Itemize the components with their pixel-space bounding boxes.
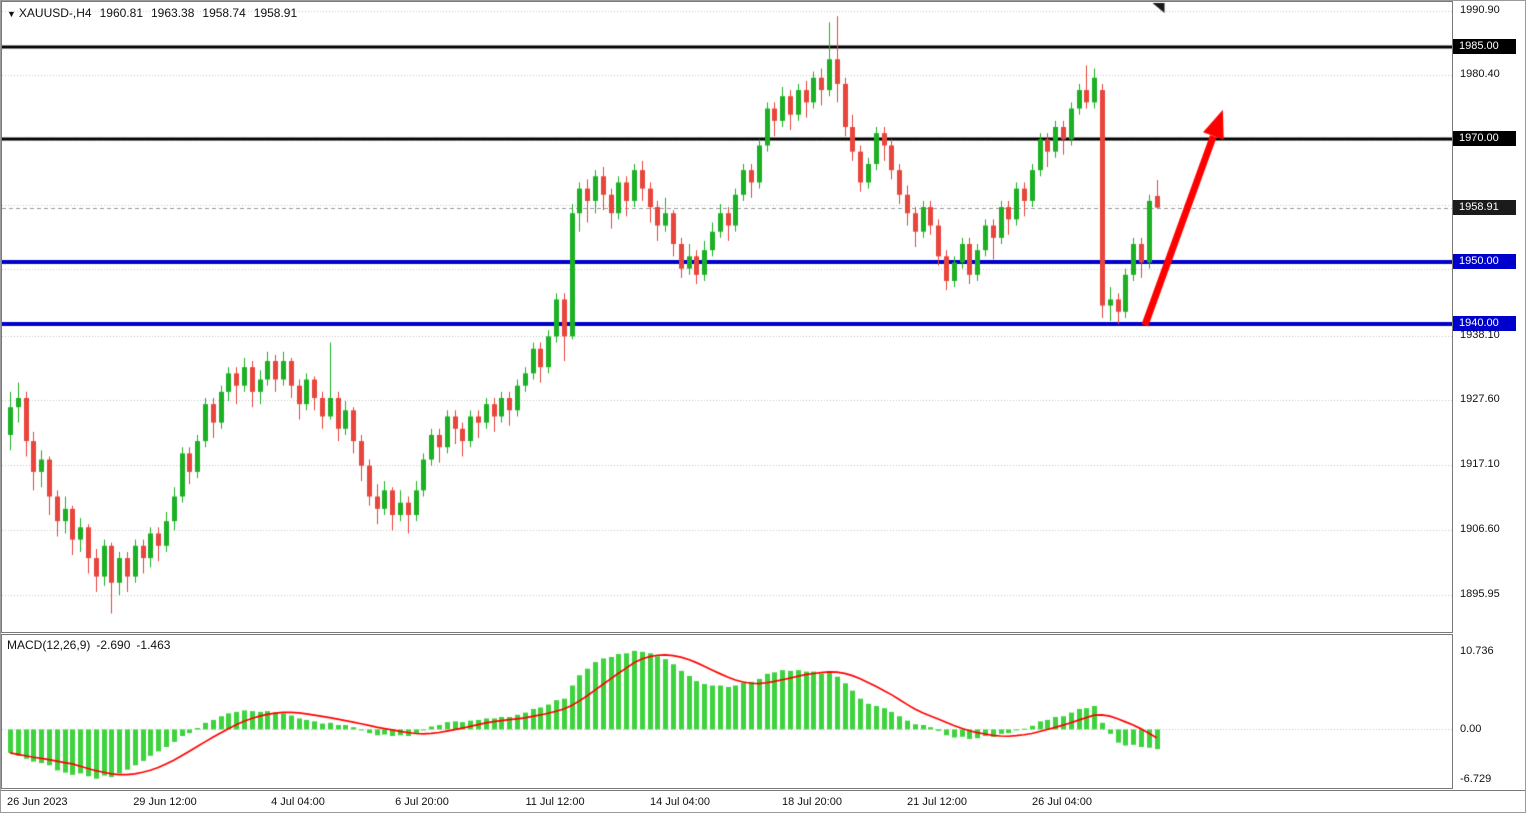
hline-price-label: 1970.00 [1453, 131, 1516, 146]
symbol-period-label: XAUUSD-,H4 [18, 6, 92, 20]
time-axis-label: 11 Jul 12:00 [525, 796, 585, 808]
ohlc-open-value: 1960.81 [99, 6, 143, 20]
ohlc-header: ▼ XAUUSD-,H4 1960.81 1963.38 1958.74 1958.91 [7, 6, 297, 20]
current-price-label: 1958.91 [1453, 200, 1516, 215]
price-scale-label: 1917.10 [1460, 458, 1500, 470]
price-scale-label: 1980.40 [1460, 68, 1500, 80]
ohlc-high-value: 1963.38 [151, 6, 195, 20]
macd-signal-value: -1.463 [136, 638, 171, 652]
time-axis-label: 18 Jul 20:00 [782, 796, 842, 808]
macd-header: MACD(12,26,9) -2.690 -1.463 [7, 638, 170, 652]
macd-scale-label: -6.729 [1460, 773, 1492, 785]
macd-main-value: -2.690 [96, 638, 131, 652]
price-scale[interactable]: 1990.90 1985.00 1980.40 1970.00 1958.91 1950.… [1453, 1, 1525, 633]
time-axis-label: 4 Jul 04:00 [271, 796, 325, 808]
macd-indicator-panel: MACD(12,26,9) -2.690 -1.463 [1, 634, 1453, 789]
macd-scale-label: 0.00 [1460, 723, 1482, 735]
price-scale-label: 1906.60 [1460, 523, 1500, 535]
price-scale-label: 1895.95 [1460, 588, 1500, 600]
time-axis[interactable]: 26 Jun 2023 29 Jun 12:00 4 Jul 04:00 6 Jul … [1, 790, 1525, 812]
price-scale-label: 1927.60 [1460, 393, 1500, 405]
hline-price-label: 1950.00 [1453, 254, 1516, 269]
macd-scale[interactable]: 10.736 0.00 -6.729 [1453, 634, 1525, 789]
time-axis-label: 6 Jul 20:00 [395, 796, 449, 808]
ohlc-close-value: 1958.91 [253, 6, 298, 20]
price-chart-panel: ▼ XAUUSD-,H4 1960.81 1963.38 1958.74 1958.91 [1, 1, 1453, 633]
ohlc-low-value: 1958.74 [202, 6, 246, 20]
macd-scale-label: 10.736 [1460, 645, 1494, 657]
time-axis-label: 14 Jul 04:00 [650, 796, 710, 808]
time-axis-label: 26 Jul 04:00 [1032, 796, 1092, 808]
price-scale-label: 1938.10 [1460, 329, 1500, 341]
hline-price-label: 1985.00 [1453, 39, 1516, 54]
chart-collapse-icon[interactable]: ▼ [7, 9, 16, 19]
time-axis-label: 21 Jul 12:00 [907, 796, 967, 808]
price-scale-label: 1990.90 [1460, 4, 1500, 16]
price-chart-canvas[interactable] [2, 2, 1452, 632]
time-axis-label: 29 Jun 12:00 [133, 796, 197, 808]
macd-indicator-canvas[interactable] [2, 635, 1452, 788]
time-axis-label: 26 Jun 2023 [7, 796, 68, 808]
macd-label: MACD(12,26,9) [7, 638, 91, 652]
hline-price-label: 1940.00 [1453, 316, 1516, 331]
